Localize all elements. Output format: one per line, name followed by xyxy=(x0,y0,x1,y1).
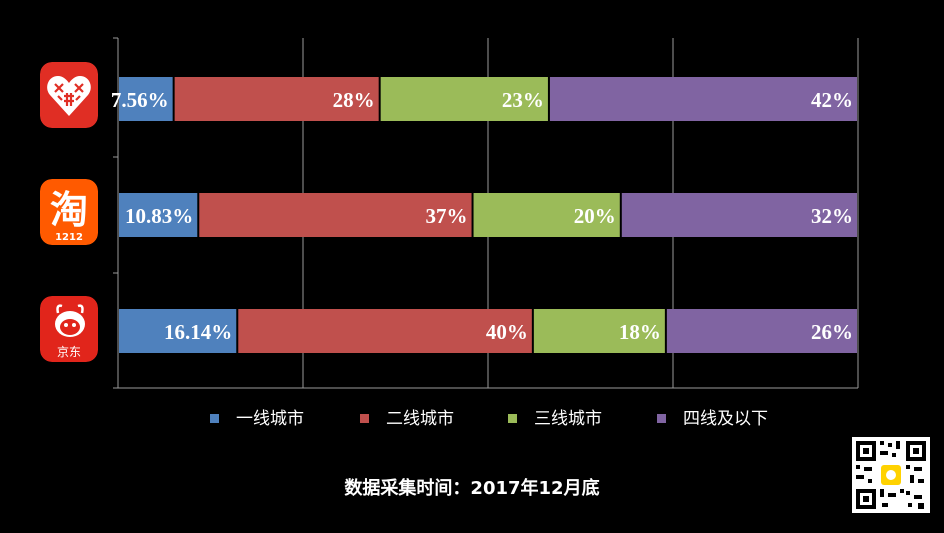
data-label-1-3: 23% xyxy=(502,88,544,112)
jd-subtext: 京东 xyxy=(57,345,81,359)
bar-2-series-3 xyxy=(473,193,620,237)
legend-label-4: 四线及以下 xyxy=(683,409,768,429)
bar-3-series-1 xyxy=(119,309,237,353)
bar-1-series-3 xyxy=(380,77,548,121)
data-label-1-4: 42% xyxy=(811,88,853,112)
bar-2-series-1 xyxy=(119,193,198,237)
data-label-3-1: 16.14% xyxy=(164,320,232,344)
taobao-glyph: 淘 xyxy=(50,188,88,232)
qr-code-icon xyxy=(852,437,930,513)
bar-3-series-4 xyxy=(666,309,857,353)
legend-swatch-4 xyxy=(657,414,666,423)
legend-swatch-1 xyxy=(210,414,219,423)
bar-2-series-2 xyxy=(199,193,472,237)
bar-3-series-3 xyxy=(533,309,665,353)
data-label-3-2: 40% xyxy=(486,320,528,344)
legend-label-3: 三线城市 xyxy=(534,409,602,429)
taobao-logo-icon: 淘 1212 xyxy=(40,179,98,245)
data-label-3-4: 26% xyxy=(811,320,853,344)
jd-logo-icon: 京东 xyxy=(40,296,98,362)
legend-swatch-3 xyxy=(508,414,517,423)
pinduoduo-logo-icon xyxy=(40,62,98,128)
data-label-2-3: 20% xyxy=(574,204,616,228)
legend-label-2: 二线城市 xyxy=(386,409,454,429)
data-label-2-2: 37% xyxy=(426,204,468,228)
bar-1-series-2 xyxy=(174,77,379,121)
data-label-1-2: 28% xyxy=(333,88,375,112)
legend-label-1: 一线城市 xyxy=(236,409,304,429)
bar-3-series-2 xyxy=(238,309,532,353)
data-collection-note: 数据采集时间：2017年12月底 xyxy=(344,478,600,499)
legend-swatch-2 xyxy=(360,414,369,423)
data-label-2-4: 32% xyxy=(811,204,853,228)
data-label-2-1: 10.83% xyxy=(125,204,193,228)
bars: 7.56% 28% 23% 42% 10.83% 37% 20% 32% 16.14% 40% 18… xyxy=(111,77,857,353)
bar-1-series-1 xyxy=(119,77,173,121)
bar-2-series-4 xyxy=(621,193,857,237)
legend: 一线城市 二线城市 三线城市 四线及以下 xyxy=(210,409,768,429)
bar-1-series-4 xyxy=(549,77,857,121)
data-label-1-1: 7.56% xyxy=(111,88,169,112)
taobao-subtext: 1212 xyxy=(55,232,83,243)
data-label-3-3: 18% xyxy=(619,320,661,344)
